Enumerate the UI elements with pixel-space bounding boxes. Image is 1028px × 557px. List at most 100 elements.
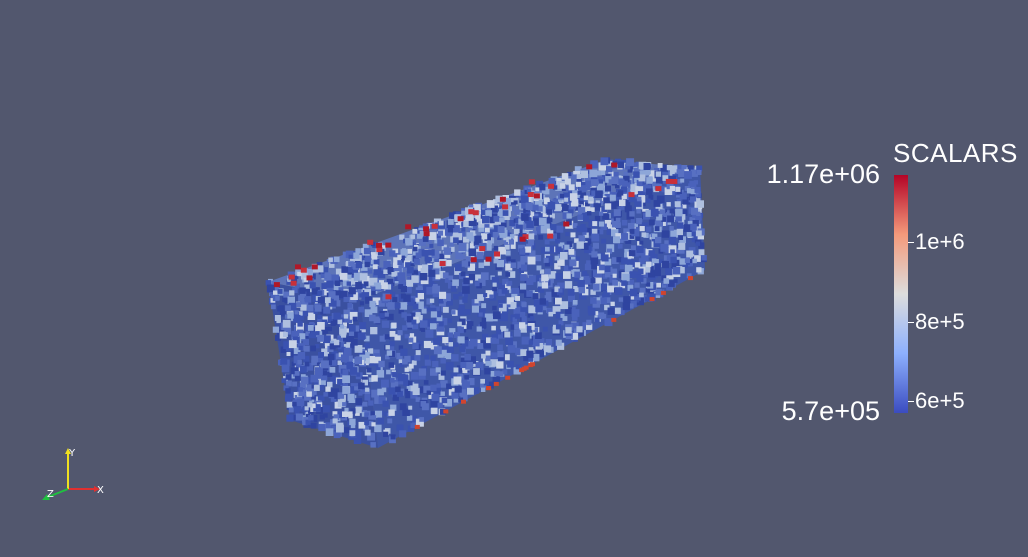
voxel: [295, 361, 302, 368]
voxel: [484, 234, 492, 241]
voxel: [646, 188, 653, 195]
voxel: [322, 329, 327, 335]
voxel: [485, 356, 491, 362]
voxel: [577, 214, 583, 220]
voxel: [422, 236, 429, 242]
voxel: [415, 312, 421, 318]
voxel: [367, 411, 375, 419]
voxel: [554, 204, 562, 212]
voxel: [597, 228, 604, 235]
voxel: [393, 257, 401, 266]
voxel: [378, 360, 385, 368]
voxel: [638, 161, 647, 170]
voxel: [300, 304, 307, 311]
voxel: [584, 206, 591, 212]
voxel: [600, 223, 607, 230]
voxel: [299, 287, 306, 294]
voxel: [362, 401, 368, 407]
voxel: [435, 274, 441, 280]
voxel: [562, 204, 569, 212]
voxel: [541, 186, 550, 195]
voxel: [562, 212, 570, 219]
voxel: [294, 310, 299, 315]
voxel: [521, 213, 529, 221]
voxel: [544, 239, 550, 245]
voxel: [681, 165, 688, 171]
voxel: [564, 247, 571, 254]
voxel: [504, 197, 511, 205]
voxel-high-value: [527, 192, 534, 197]
voxel: [500, 325, 507, 332]
voxel: [560, 199, 568, 207]
voxel: [555, 324, 561, 330]
voxel: [403, 379, 410, 386]
voxel: [492, 286, 497, 292]
voxel: [383, 260, 391, 269]
voxel: [490, 205, 498, 213]
voxel: [532, 353, 540, 362]
voxel: [686, 273, 692, 279]
voxel: [349, 418, 356, 426]
voxel: [694, 187, 701, 193]
voxel: [533, 218, 541, 226]
voxel: [381, 282, 388, 289]
voxel: [350, 423, 356, 429]
voxel: [328, 298, 337, 307]
voxel: [368, 377, 374, 382]
voxel: [591, 233, 600, 242]
voxel: [475, 214, 481, 220]
voxel: [612, 171, 619, 178]
voxel: [483, 259, 490, 266]
voxel: [459, 389, 467, 396]
voxel: [289, 290, 295, 296]
voxel: [528, 347, 535, 353]
voxel: [528, 357, 533, 362]
voxel: [490, 337, 497, 344]
voxel: [535, 209, 543, 218]
voxel: [410, 423, 416, 429]
voxel: [483, 293, 488, 298]
voxel: [686, 250, 694, 258]
voxel: [455, 221, 463, 228]
voxel: [348, 330, 355, 337]
voxel-high-value: [423, 226, 430, 232]
voxel: [354, 386, 359, 391]
voxel: [601, 313, 607, 319]
voxel: [275, 334, 281, 341]
voxel: [521, 318, 526, 323]
voxel: [661, 275, 667, 281]
voxel: [599, 221, 605, 227]
voxel: [661, 217, 667, 222]
voxel: [671, 253, 677, 259]
voxel: [431, 268, 440, 276]
voxel: [327, 326, 332, 332]
voxel: [322, 370, 328, 376]
voxel: [601, 206, 607, 213]
voxel: [285, 346, 292, 352]
voxel: [577, 329, 584, 337]
voxel: [632, 223, 638, 229]
voxel: [636, 236, 641, 241]
voxel: [530, 316, 535, 321]
voxel: [645, 287, 651, 293]
voxel: [503, 213, 510, 220]
voxel: [302, 338, 309, 346]
voxel: [691, 237, 697, 243]
voxel-high-value: [385, 242, 392, 248]
voxel: [521, 315, 527, 321]
voxel: [655, 236, 662, 244]
voxel: [345, 250, 354, 259]
voxel-high-value: [547, 233, 554, 239]
voxel: [556, 225, 564, 233]
voxel: [512, 317, 518, 322]
voxel: [491, 352, 498, 359]
voxel: [566, 213, 572, 219]
voxel: [671, 259, 680, 268]
voxel-high-value: [290, 280, 297, 286]
voxel: [291, 361, 297, 367]
voxel: [680, 178, 685, 183]
voxel: [476, 252, 484, 260]
voxel: [574, 166, 582, 174]
